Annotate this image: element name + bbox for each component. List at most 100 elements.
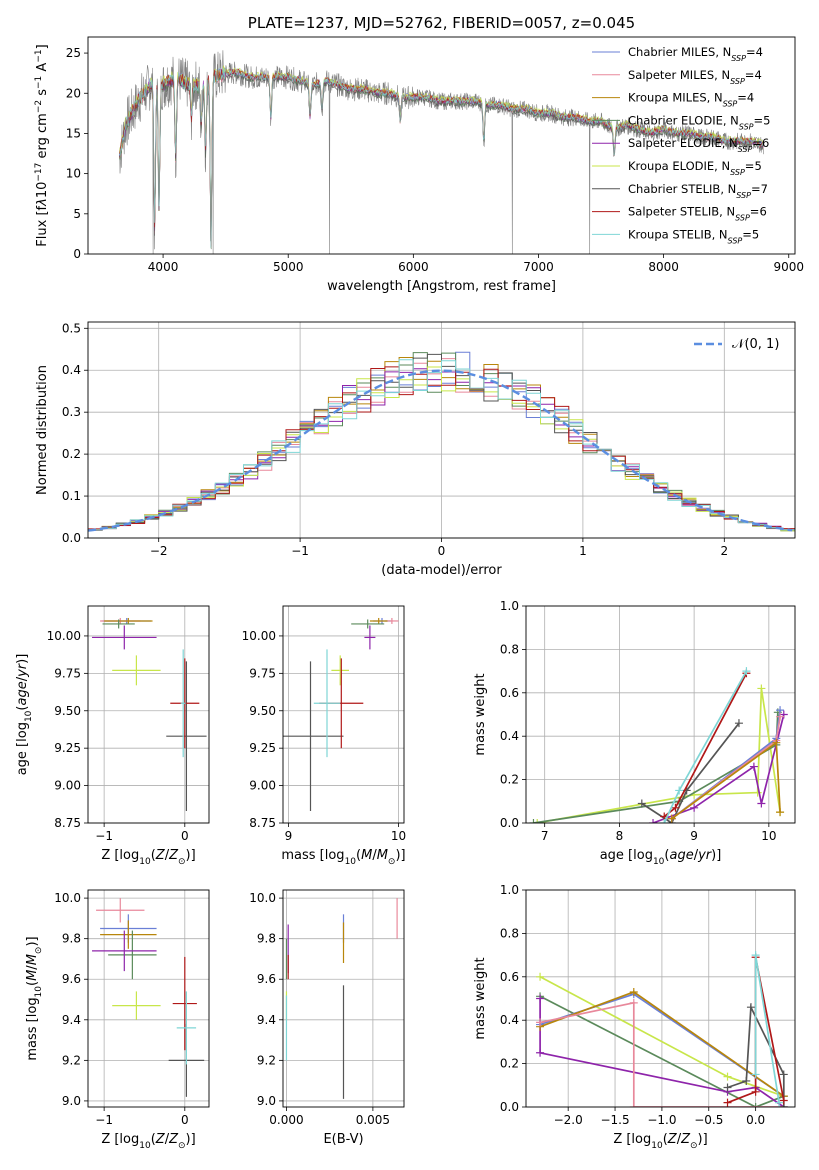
weight-marker [536, 972, 545, 981]
legend-n-prefix: , N [714, 68, 730, 82]
x-tick-label: 6000 [398, 260, 429, 274]
x-axis-label: age [log10(age/yr)] [600, 848, 722, 867]
legend-ssp-sub: SSP [738, 145, 753, 154]
y-tick-label: 0.8 [500, 642, 519, 656]
y-tick-label: 9.50 [249, 704, 276, 718]
y-tick-label: 9.75 [54, 666, 81, 680]
histogram-kroupa-elodie [88, 366, 795, 532]
y-tick-label: 9.8 [257, 932, 276, 946]
weight-marker [671, 803, 680, 812]
weight-marker [533, 819, 542, 823]
model-spectrum-kroupa-stelib [118, 67, 764, 249]
x-axis-label: Z [log10(Z/Z⊙)] [101, 848, 195, 867]
legend-ssp-sub: SSP [739, 122, 754, 131]
plot-area [529, 667, 788, 823]
legend-n-eq: = [750, 205, 760, 219]
legend-model-name: Salpeter STELIB [628, 205, 719, 219]
weight-marker [660, 819, 669, 823]
legend-ssp-sub: SSP [735, 213, 750, 222]
weight-line-kroupa-miles [667, 738, 785, 823]
legend-entry: Kroupa STELIB, NSSP=5 [628, 227, 759, 245]
weight-marker [649, 819, 658, 823]
y-tick-label: 0.4 [500, 729, 519, 743]
x-tick-label: −1.0 [647, 1113, 676, 1127]
weight-marker [757, 684, 766, 693]
weight-marker [746, 1003, 755, 1012]
x-tick-label: −1 [291, 544, 309, 558]
weight-marker [637, 799, 646, 808]
errorbar-salpeter-elodie [92, 625, 157, 650]
legend-n-value: 5 [763, 113, 770, 127]
y-tick-label: 20 [66, 86, 81, 100]
x-axis-label: Z [log10(Z/Z⊙)] [613, 1132, 707, 1151]
residual-histogram-panel: −2 −1 0 1 2 0.0 0.1 0.2 0.3 0.4 0.5 (data-model)/er… [35, 321, 796, 578]
y-axis-label: mass weight [473, 673, 488, 755]
y-tick-label: 0.8 [500, 926, 519, 940]
legend-n-value: 5 [752, 227, 759, 241]
legend-n-prefix: , N [714, 159, 730, 173]
errorbar-kroupa-elodie [112, 991, 161, 1020]
errorbar-kroupa-stelib [176, 991, 197, 1065]
x-axis-label: mass [log10(M/M⊙)] [281, 848, 405, 867]
x-axis-label: (data-model)/error [381, 563, 502, 578]
legend-model-name: Kroupa ELODIE [628, 159, 714, 173]
errorbar-kroupa-miles [104, 617, 153, 624]
x-tick-label: 7000 [523, 260, 554, 274]
x-tick-label: 4000 [148, 260, 179, 274]
legend-n-prefix: , N [723, 113, 739, 127]
x-axis-label: wavelength [Angstrom, rest frame] [327, 279, 556, 294]
y-tick-label: 1.0 [500, 883, 519, 897]
legend-ssp-sub: SSP [731, 54, 746, 63]
chart-title: PLATE=1237, MJD=52762, FIBERID=0057, z=0… [248, 14, 635, 32]
histogram-kroupa-stelib [88, 359, 795, 531]
errorbar-chabrier-stelib [283, 661, 344, 812]
x-tick-label: 10 [391, 829, 406, 843]
axes-frame [87, 605, 210, 824]
y-axis-label: Flux [fλ10−17 erg cm−2 s−1 A−1] [34, 44, 50, 246]
y-axis-label: age [log10(age/yr)] [15, 654, 34, 776]
x-tick-label: 0 [438, 544, 446, 558]
weight-marker [536, 1018, 545, 1027]
y-tick-label: 10.00 [242, 629, 276, 643]
legend-model-name: Salpeter ELODIE [628, 136, 722, 150]
y-tick-label: 0.0 [500, 1100, 519, 1114]
mass-vs-metallicity-panel: −1 0 9.0 9.2 9.4 9.6 9.8 10.0 Z [log10(Z/Z⊙)] mas… [25, 889, 210, 1151]
y-tick-label: 0.5 [62, 321, 81, 335]
y-tick-label: 9.0 [257, 1094, 276, 1108]
normal-curve-line [88, 369, 793, 532]
x-tick-label: 8000 [648, 260, 679, 274]
y-tick-label: 15 [66, 126, 81, 140]
legend-ssp-sub: SSP [730, 168, 745, 177]
y-tick-label: 8.75 [249, 816, 276, 830]
legend-model-name: Kroupa MILES [628, 91, 707, 105]
errorbar-salpeter-elodie [92, 930, 157, 972]
legend-n-prefix: , N [720, 182, 736, 196]
plot-area [283, 617, 399, 812]
weight-marker [723, 1098, 732, 1107]
y-tick-label: 0.1 [62, 489, 81, 503]
mass-weight-vs-age-panel: 7 8 9 10 0.0 0.2 0.4 0.6 0.8 1.0 age [log10(age/yr… [473, 599, 796, 867]
weight-marker [751, 1070, 760, 1079]
legend-entry: Kroupa MILES, NSSP=4 [628, 91, 754, 109]
weight-marker [751, 1087, 760, 1096]
legend-n-value: 7 [761, 182, 768, 196]
legend-n-eq: = [742, 227, 752, 241]
errorbar-salpeter-stelib [172, 956, 197, 1051]
plot-area [92, 617, 207, 812]
y-tick-label: 9.00 [249, 779, 276, 793]
legend-n-value: 4 [747, 91, 754, 105]
y-tick-label: 9.2 [257, 1053, 276, 1067]
weight-marker [742, 667, 751, 676]
x-tick-label: −2 [150, 544, 168, 558]
plot-area [118, 50, 764, 254]
errorbar-salpeter-miles [96, 898, 145, 923]
legend-n-eq: = [745, 159, 755, 173]
weight-marker [690, 803, 699, 812]
weight-marker [536, 994, 545, 1003]
legend-n-eq: = [745, 68, 755, 82]
weight-marker [536, 1048, 545, 1057]
legend-n-eq: = [752, 136, 762, 150]
